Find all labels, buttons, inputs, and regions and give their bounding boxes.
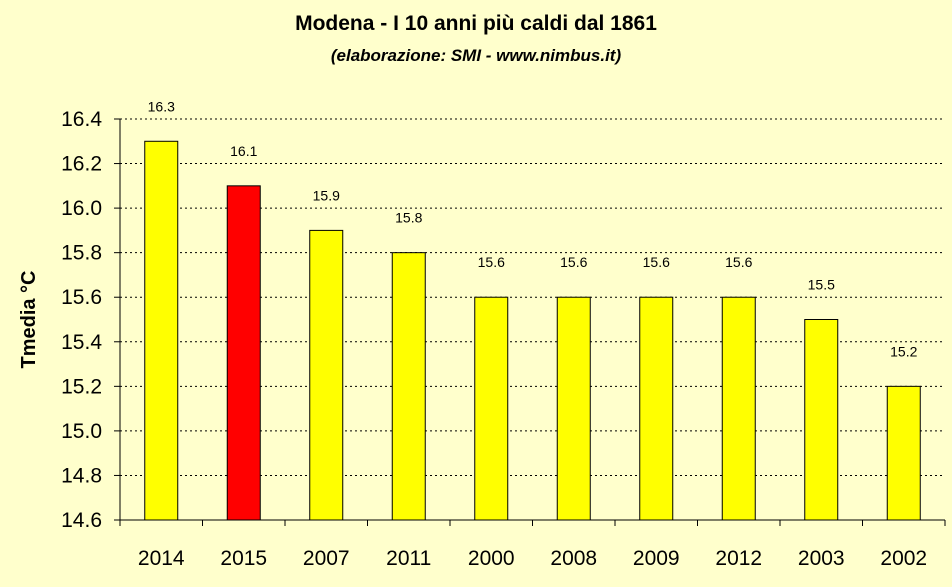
bar-2012 [721, 296, 756, 521]
y-tick-label: 15.2 [61, 375, 102, 398]
x-tick-label: 2008 [550, 547, 597, 570]
x-tick-label: 2014 [138, 547, 185, 570]
y-tick-label: 15.8 [61, 242, 102, 265]
x-tick-label: 2012 [715, 547, 762, 570]
x-tick-label: 2011 [386, 547, 431, 570]
y-tick-label: 16.2 [61, 153, 102, 176]
y-axis-title: Tmedia °C [18, 270, 40, 368]
chart-subtitle: (elaborazione: SMI - www.nimbus.it) [330, 46, 622, 65]
y-tick-label: 15.0 [61, 420, 102, 443]
bar-2002 [886, 385, 921, 521]
data-label: 15.9 [313, 187, 340, 203]
x-tick-label: 2015 [220, 547, 267, 570]
data-label: 15.6 [478, 254, 505, 270]
data-label: 16.3 [148, 98, 175, 114]
x-tick-label: 2007 [303, 547, 350, 570]
x-tick-label: 2000 [468, 547, 515, 570]
data-label: 15.6 [560, 254, 587, 270]
chart-title: Modena - I 10 anni più caldi dal 1861 [295, 12, 657, 35]
y-tick-label: 14.8 [61, 464, 102, 487]
bar-2008 [556, 296, 591, 521]
data-label: 16.1 [230, 143, 257, 159]
bar-2015 [226, 185, 261, 521]
bar-2014 [144, 140, 179, 521]
data-label: 15.8 [395, 210, 422, 226]
y-tick-label: 15.6 [61, 286, 102, 309]
bar-2003 [804, 319, 839, 521]
y-tick-label: 16.4 [61, 108, 102, 131]
bar-2000 [474, 296, 509, 521]
data-label: 15.5 [808, 277, 835, 293]
y-tick-label: 16.0 [61, 197, 102, 220]
y-tick-label: 15.4 [61, 331, 102, 354]
bar-2009 [639, 296, 674, 521]
x-tick-label: 2009 [633, 547, 680, 570]
bar-2007 [309, 229, 344, 521]
x-tick-label: 2002 [880, 547, 927, 570]
x-tick-label: 2003 [798, 547, 845, 570]
data-label: 15.6 [725, 254, 752, 270]
bar-2011 [391, 252, 426, 521]
y-tick-label: 14.6 [61, 509, 102, 532]
data-label: 15.6 [643, 254, 670, 270]
data-label: 15.2 [890, 343, 917, 359]
